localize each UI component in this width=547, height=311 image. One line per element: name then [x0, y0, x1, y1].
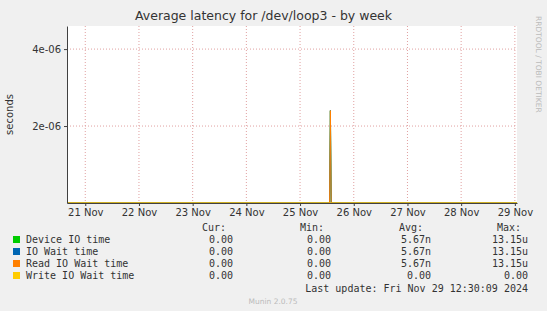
chart: 21 Nov 22 Nov 23 Nov 24 Nov 25 Nov 26 Nov 27 N… — [0, 0, 547, 311]
plot-marks — [67, 111, 517, 203]
y-tick: 2e-06 — [32, 121, 67, 132]
legend-stat: 13.15u — [492, 258, 528, 269]
legend-stat: 0.00 — [209, 234, 233, 245]
series-line — [67, 111, 517, 203]
legend-stat: 5.67n — [401, 234, 431, 245]
legend-stat: 13.15u — [492, 246, 528, 257]
y-tick-mark — [64, 49, 67, 50]
legend-stat: 0.00 — [407, 270, 431, 281]
x-tick-mark — [139, 203, 140, 206]
x-tick-mark — [193, 203, 194, 206]
x-tick-label: 23 Nov — [175, 207, 211, 218]
legend-swatch — [13, 248, 20, 255]
legend-stat: 5.67n — [401, 246, 431, 257]
x-axis-line — [68, 203, 518, 204]
x-tick-mark — [407, 203, 408, 206]
series-line — [67, 111, 517, 203]
x-axis: 21 Nov 22 Nov 23 Nov 24 Nov 25 Nov 26 Nov 27 N… — [68, 203, 534, 218]
x-tick-mark — [461, 203, 462, 206]
y-axis: 2e-06 4e-06 — [32, 27, 67, 204]
plot-area — [67, 26, 517, 203]
legend-stat: 0.00 — [209, 246, 233, 257]
legend-swatch — [13, 260, 20, 267]
grid-line-x — [300, 26, 301, 203]
x-tick: 29 Nov — [498, 203, 534, 218]
x-tick-mark — [246, 203, 247, 206]
grid-line-x — [85, 26, 86, 203]
x-tick-label: 22 Nov — [122, 207, 158, 218]
grid-line-x — [246, 26, 247, 203]
x-tick: 28 Nov — [444, 203, 480, 218]
y-tick-label: 4e-06 — [32, 44, 61, 55]
x-tick-label: 21 Nov — [68, 207, 104, 218]
x-tick: 26 Nov — [337, 203, 373, 218]
legend-label: IO Wait time — [26, 246, 98, 257]
legend-stat: 0.00 — [209, 258, 233, 269]
series-line — [67, 203, 517, 204]
legend-stat: 0.00 — [307, 258, 331, 269]
x-tick-label: 24 Nov — [229, 207, 265, 218]
x-tick: 27 Nov — [390, 203, 426, 218]
grid-line-x — [353, 26, 354, 203]
y-axis-title: seconds — [4, 94, 15, 135]
legend-header: Max: — [497, 222, 521, 233]
y-tick: 4e-06 — [32, 44, 67, 55]
x-tick-label: 27 Nov — [390, 207, 426, 218]
x-tick-label: 29 Nov — [498, 207, 534, 218]
grid-line-y — [67, 126, 517, 127]
y-tick-mark — [64, 126, 67, 127]
legend: Cur:Min:Avg:Max:Device IO time0.000.005.… — [13, 222, 528, 281]
footer: Last update: Fri Nov 29 12:30:09 2024 — [305, 283, 528, 294]
x-tick: 23 Nov — [175, 203, 211, 218]
grid-line-x — [461, 26, 462, 203]
grid — [67, 26, 517, 203]
legend-stat: 0.00 — [307, 234, 331, 245]
legend-stat: 0.00 — [307, 270, 331, 281]
legend-stat: 0.00 — [307, 246, 331, 257]
grid-line-y — [67, 49, 517, 50]
x-tick-label: 28 Nov — [444, 207, 480, 218]
legend-stat: 5.67n — [401, 258, 431, 269]
legend-stat: 0.00 — [504, 270, 528, 281]
x-tick: 22 Nov — [122, 203, 158, 218]
x-tick-mark — [515, 203, 516, 206]
series-line — [67, 111, 517, 203]
background — [0, 0, 547, 311]
legend-header: Avg: — [399, 222, 423, 233]
legend-swatch — [13, 272, 20, 279]
grid-line-x — [407, 26, 408, 203]
grid-line-x — [138, 26, 139, 203]
legend-label: Device IO time — [26, 234, 110, 245]
side-text: RRDTOOL / TOBI OETIKER — [534, 16, 543, 113]
title: Average latency for /dev/loop3 - by week — [135, 8, 393, 23]
grid-line-x — [192, 26, 193, 203]
legend-label: Write IO Wait time — [26, 270, 134, 281]
x-tick-label: 25 Nov — [283, 207, 319, 218]
x-tick-mark — [300, 203, 301, 206]
legend-stat: 13.15u — [492, 234, 528, 245]
credit: Munin 2.0.75 — [248, 297, 297, 306]
x-tick: 25 Nov — [283, 203, 319, 218]
legend-stat: 0.00 — [209, 270, 233, 281]
x-tick-mark — [85, 203, 86, 206]
x-tick-mark — [354, 203, 355, 206]
legend-header: Cur: — [202, 222, 226, 233]
y-axis-line — [67, 27, 68, 204]
y-tick-label: 2e-06 — [32, 121, 61, 132]
x-tick: 24 Nov — [229, 203, 265, 218]
x-tick: 21 Nov — [68, 203, 104, 218]
legend-swatch — [13, 236, 20, 243]
legend-label: Read IO Wait time — [26, 258, 128, 269]
grid-line-x — [514, 26, 515, 203]
x-tick-label: 26 Nov — [337, 207, 373, 218]
legend-header: Min: — [300, 222, 324, 233]
